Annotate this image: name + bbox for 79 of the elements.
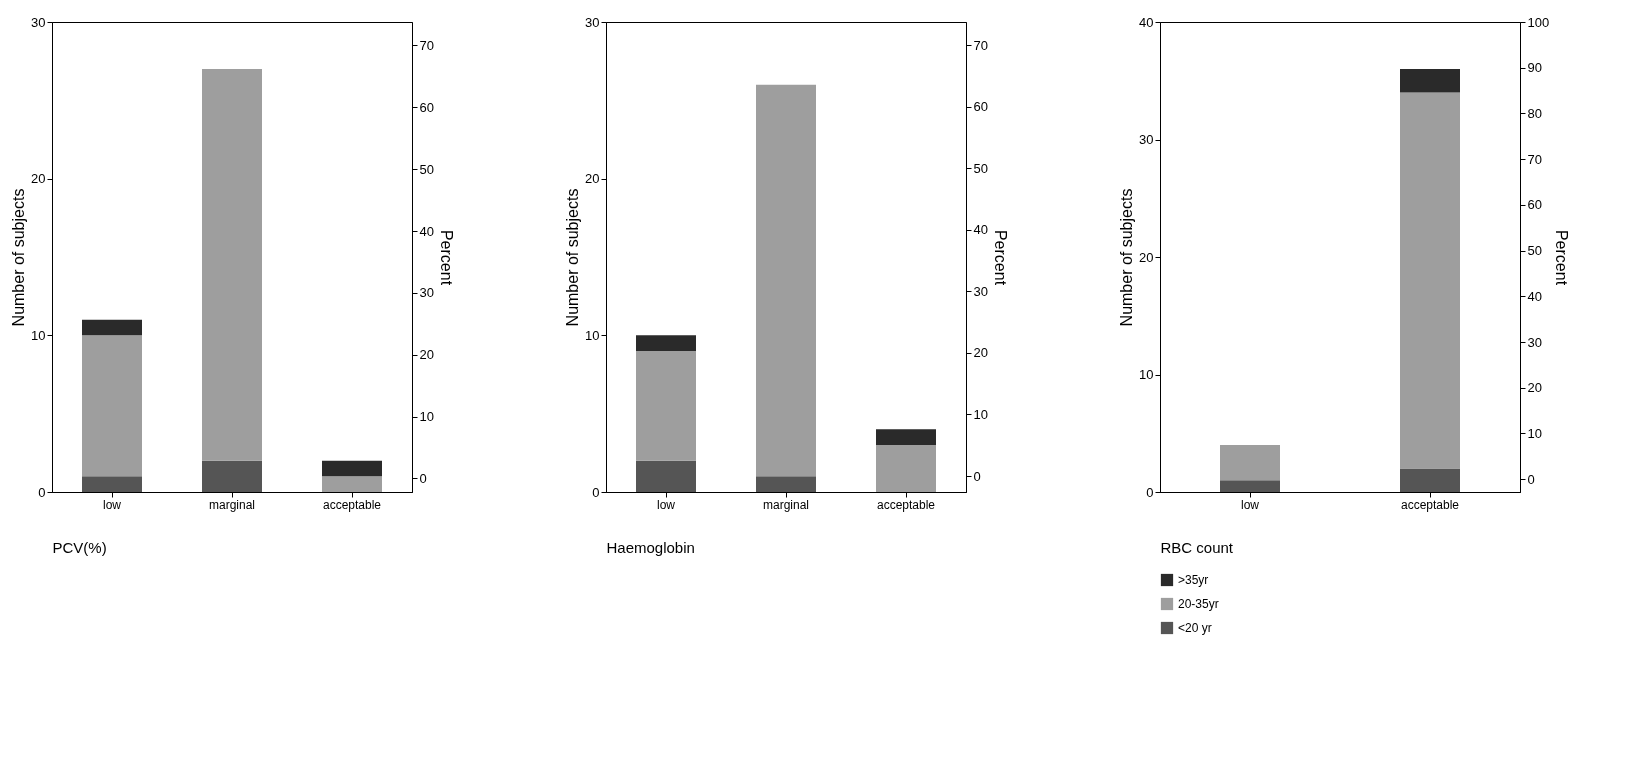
bar (82, 319, 142, 336)
bar (1220, 445, 1280, 481)
x-tick-label: low (1240, 497, 1260, 512)
y2-tick-label: 10 (419, 409, 434, 425)
y2-tick-label: 20 (1527, 380, 1542, 396)
bar (636, 351, 696, 461)
y2-tick-label: 50 (419, 161, 434, 177)
y-tick-label: 40 (1139, 14, 1154, 30)
y2-axis-title: Percent (1553, 229, 1571, 286)
y-axis-title: Number of subjects (10, 188, 28, 327)
y2-tick-label: 100 (1527, 14, 1550, 30)
bar (876, 445, 936, 492)
y-tick-label: 10 (1139, 367, 1154, 382)
y2-tick-label: 10 (1527, 425, 1542, 441)
y2-tick-label: 30 (419, 285, 434, 301)
x-tick-label: acceptable (1400, 497, 1460, 512)
y-axis-title: Number of subjects (564, 188, 582, 327)
y2-tick-label: 60 (1527, 197, 1542, 213)
x-axis-title: Haemoglobin (606, 538, 695, 556)
x-tick-label: acceptable (322, 497, 382, 512)
y-tick-label: 0 (38, 484, 46, 500)
y2-tick-label: 40 (1527, 288, 1542, 304)
x-tick-label: low (656, 497, 676, 512)
legend-label: 20-35yr (1178, 597, 1219, 611)
y2-tick-label: 50 (1527, 243, 1542, 259)
y2-tick-label: 90 (1527, 60, 1542, 76)
y2-tick-label: 20 (419, 347, 434, 363)
bar (202, 460, 262, 492)
bar (322, 460, 382, 477)
y2-tick-label: 0 (973, 468, 981, 484)
legend-label: <20 yr (1178, 621, 1212, 635)
y2-tick-label: 40 (973, 222, 988, 238)
y2-tick-label: 40 (419, 223, 434, 239)
x-tick-label: acceptable (876, 497, 936, 512)
y2-tick-label: 80 (1527, 105, 1542, 121)
bar (1220, 480, 1280, 492)
bar (202, 69, 262, 461)
bar (636, 460, 696, 492)
y2-tick-label: 10 (973, 406, 988, 422)
x-axis-title: RBC count (1160, 538, 1234, 556)
y2-tick-label: 0 (1527, 471, 1535, 487)
y2-axis-title: Percent (991, 229, 1009, 286)
y2-tick-label: 30 (973, 283, 988, 299)
bar (876, 429, 936, 445)
y2-tick-label: 70 (1527, 151, 1542, 167)
bar (1400, 92, 1460, 469)
y-tick-label: 20 (585, 171, 600, 187)
y-tick-label: 10 (31, 327, 46, 343)
bar (756, 476, 816, 492)
y-tick-label: 30 (585, 14, 600, 30)
y-tick-label: 20 (1139, 249, 1154, 265)
y-tick-label: 0 (592, 484, 600, 500)
y2-tick-label: 50 (973, 160, 988, 176)
bar (1400, 468, 1460, 492)
y2-tick-label: 60 (973, 99, 988, 115)
bar (82, 335, 142, 477)
y2-tick-label: 20 (973, 345, 988, 361)
y-tick-label: 20 (31, 171, 46, 187)
legend-label: >35yr (1178, 573, 1209, 587)
bar (1400, 69, 1460, 93)
x-axis-title: PCV(%) (52, 538, 107, 556)
y2-axis-title: Percent (437, 229, 455, 286)
x-tick-label: marginal (762, 497, 810, 512)
bar (756, 84, 816, 477)
y-tick-label: 0 (1146, 484, 1154, 500)
bar (322, 476, 382, 492)
y2-tick-label: 70 (973, 37, 988, 53)
y-axis-title: Number of subjects (1118, 188, 1136, 327)
y-tick-label: 10 (585, 327, 600, 343)
y-tick-label: 30 (31, 14, 46, 30)
y2-tick-label: 60 (419, 99, 434, 115)
bar (636, 335, 696, 351)
y2-tick-label: 0 (419, 470, 427, 486)
x-tick-label: marginal (208, 497, 256, 512)
y2-tick-label: 30 (1527, 334, 1542, 350)
x-tick-label: low (102, 497, 122, 512)
bar (82, 476, 142, 492)
y-tick-label: 30 (1139, 132, 1154, 147)
y2-tick-label: 70 (419, 38, 434, 53)
